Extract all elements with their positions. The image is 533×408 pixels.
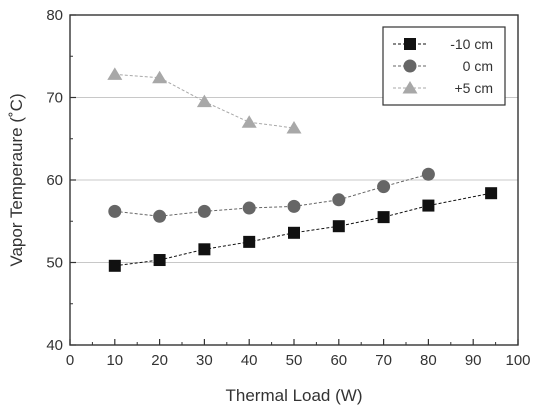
series-0 [108,187,498,272]
data-point [421,167,435,181]
data-point [107,67,123,80]
data-point [152,70,168,84]
y-tick-label: 70 [46,90,63,107]
x-tick-label: 0 [66,352,74,369]
legend-label: -10 cm [450,36,493,52]
x-tick-label: 30 [196,352,213,369]
x-tick-label: 90 [465,352,482,369]
series-2 [107,67,302,134]
data-point [108,259,121,272]
x-tick-label: 100 [505,352,530,369]
data-point [108,204,122,218]
series-layer [107,67,498,272]
y-tick-label: 80 [46,7,63,24]
legend-label: +5 cm [454,80,493,96]
legend-label: 0 cm [463,58,493,74]
x-tick-label: 70 [375,352,392,369]
data-point [153,254,166,267]
data-point [197,204,211,218]
y-tick-label: 40 [46,337,63,354]
data-point [243,235,256,248]
y-axis-label: Vapor Temperaure (˚C) [7,93,26,266]
legend-marker [402,81,418,94]
data-point [332,193,346,207]
x-tick-label: 80 [420,352,437,369]
data-point [198,243,211,256]
axis-ticks: 0 10 20 30 40 50 60 70 80 90 100 40 50 60 70 80 [46,7,530,369]
x-tick-label: 20 [151,352,168,369]
x-tick-label: 50 [286,352,303,369]
data-point [422,199,435,212]
data-point [242,201,256,215]
data-point [153,209,167,223]
x-tick-label: 40 [241,352,258,369]
data-point [485,187,498,200]
data-point [241,115,257,128]
data-point [286,121,302,134]
y-tick-label: 50 [46,255,63,272]
data-point [287,199,301,213]
x-tick-label: 60 [330,352,347,369]
x-axis-label: Thermal Load (W) [226,386,363,405]
data-point [196,94,212,108]
data-point [377,180,391,194]
data-point [332,220,345,233]
legend-marker [403,59,417,73]
data-point [377,211,390,224]
y-tick-label: 60 [46,172,63,189]
legend: -10 cm 0 cm +5 cm [382,26,506,106]
series-1 [108,167,435,223]
data-point [288,226,300,239]
legend-marker [404,38,416,50]
series-line [114,192,492,267]
series-line [114,173,429,217]
x-tick-label: 10 [106,352,123,369]
